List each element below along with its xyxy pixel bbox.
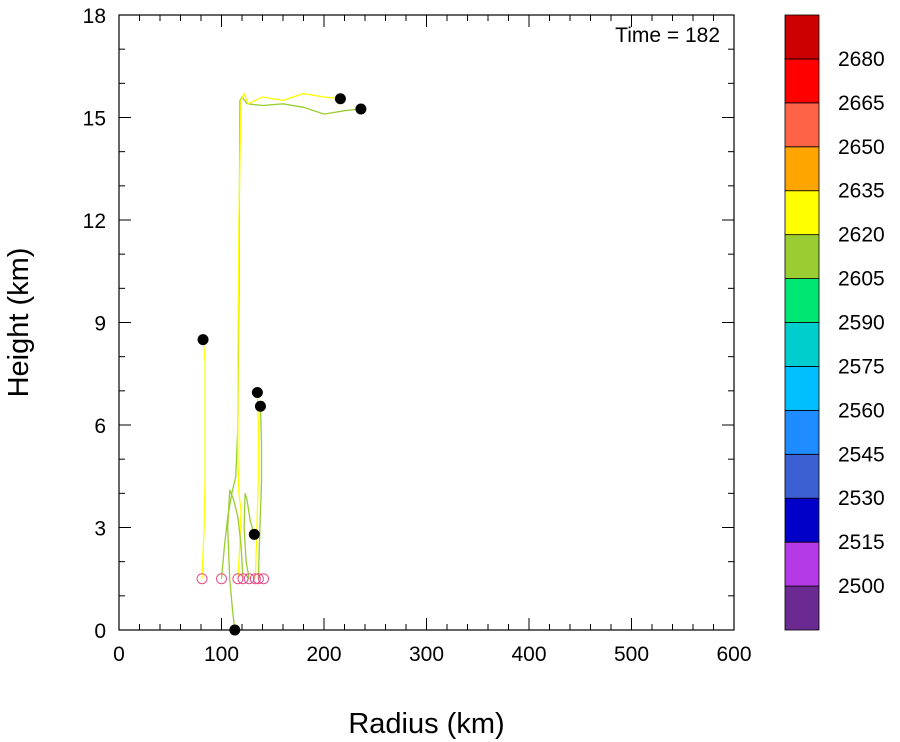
start-marker-2 <box>216 573 227 585</box>
trajectory-line-4 <box>227 489 244 631</box>
colorbar-box <box>784 409 820 455</box>
plot-frame <box>118 14 735 631</box>
x-tick-label: 200 <box>306 643 341 666</box>
colorbar-label: 2605 <box>838 268 885 291</box>
end-marker-3 <box>334 93 346 105</box>
colorbar-box <box>784 366 820 411</box>
y-tick-label: 12 <box>83 210 106 233</box>
x-tick-label: 500 <box>614 643 649 666</box>
colorbar: 2500 2515 2530 2545 2560 2575 2590 2605 2620 2635… <box>784 14 885 631</box>
start-marker-7 <box>252 573 264 585</box>
time-annotation: Time = 182 <box>615 24 720 47</box>
y-tick-label: 6 <box>94 415 106 438</box>
colorbar-label: 2650 <box>838 136 885 159</box>
end-marker-1 <box>197 334 209 346</box>
colorbar-box <box>784 585 820 631</box>
start-marker-8 <box>258 573 270 585</box>
colorbar-box <box>784 234 820 279</box>
y-tick-label: 0 <box>94 620 106 643</box>
x-axis-title: Radius (km) <box>348 708 504 740</box>
end-marker-6 <box>251 387 263 399</box>
end-marker-7 <box>254 400 266 412</box>
x-tick-label: 300 <box>409 643 444 666</box>
colorbar-label: 2665 <box>838 92 885 115</box>
axes: 0 100 200 300 400 500 600 0 3 6 9 12 15 18 <box>83 5 752 666</box>
y-tick-label: 3 <box>94 518 106 541</box>
end-marker-5 <box>248 528 260 540</box>
colorbar-box <box>784 14 820 60</box>
start-marker-6 <box>249 573 261 585</box>
colorbar-box <box>784 278 820 323</box>
trajectory-line-2 <box>220 95 361 579</box>
colorbar-label: 2620 <box>838 224 885 247</box>
colorbar-label: 2515 <box>838 531 885 554</box>
x-tick-label: 0 <box>113 643 125 666</box>
colorbar-label: 2530 <box>838 487 885 510</box>
x-tick-label: 100 <box>204 643 239 666</box>
start-marker-3 <box>232 573 244 585</box>
start-marker-5 <box>243 573 255 585</box>
colorbar-label: 2575 <box>838 355 885 378</box>
start-marker-4 <box>237 573 249 585</box>
y-tick-label: 9 <box>94 313 106 336</box>
colorbar-box <box>784 102 820 148</box>
colorbar-label: 2560 <box>838 399 885 422</box>
start-marker-1 <box>196 573 208 585</box>
colorbar-box <box>784 190 820 236</box>
trajectory-line-7 <box>257 406 263 579</box>
colorbar-label: 2680 <box>838 48 885 71</box>
colorbar-label: 2500 <box>838 575 885 598</box>
x-tick-label: 400 <box>511 643 546 666</box>
y-axis-title: Height (km) <box>3 248 35 398</box>
colorbar-label: 2545 <box>838 443 885 466</box>
colorbar-box <box>784 322 820 367</box>
x-tick-label: 600 <box>716 643 751 666</box>
trajectory-line-3 <box>237 91 341 579</box>
colorbar-box <box>784 146 820 192</box>
colorbar-label: 2590 <box>838 312 885 335</box>
y-tick-label: 18 <box>83 5 106 28</box>
colorbar-box <box>784 453 820 499</box>
trajectory-line-6 <box>254 392 260 579</box>
plot-area <box>196 91 367 636</box>
trajectory-line-1 <box>201 339 206 579</box>
colorbar-label: 2635 <box>838 180 885 203</box>
colorbar-box <box>784 541 820 587</box>
end-marker-2 <box>355 103 367 115</box>
colorbar-box <box>784 58 820 104</box>
colorbar-box <box>784 497 820 543</box>
y-tick-label: 15 <box>83 108 106 131</box>
